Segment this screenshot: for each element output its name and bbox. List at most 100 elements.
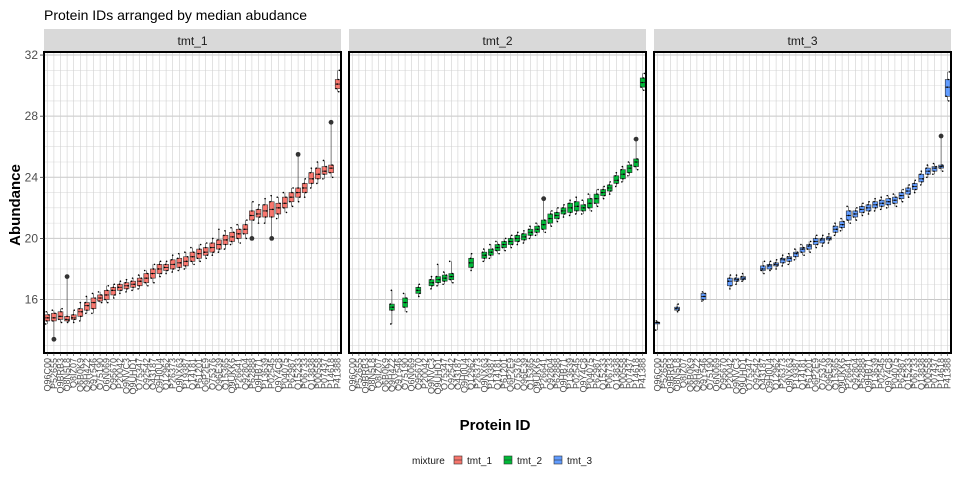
data-point xyxy=(230,226,232,229)
data-point xyxy=(430,275,433,278)
x-tick-label: Q9UHD1 xyxy=(433,358,443,395)
data-point xyxy=(781,265,783,267)
data-point xyxy=(541,228,544,231)
x-tick-label: P13639 xyxy=(870,358,880,389)
data-point xyxy=(862,211,865,214)
data-point xyxy=(170,258,173,261)
data-point xyxy=(303,182,305,185)
x-tick-label: P19387 xyxy=(181,358,191,389)
box-P06733 xyxy=(301,178,308,198)
data-point xyxy=(781,254,784,257)
box-Q8N5L8 xyxy=(64,274,70,324)
data-point xyxy=(503,240,506,243)
data-point xyxy=(550,225,553,227)
data-point xyxy=(833,225,835,227)
data-point xyxy=(237,233,240,235)
data-point xyxy=(309,171,312,174)
box-Q92542 xyxy=(143,269,150,287)
data-point xyxy=(171,254,174,257)
box-P06733 xyxy=(606,181,613,195)
box-Q15365 xyxy=(832,222,839,237)
data-point xyxy=(165,260,168,263)
data-point xyxy=(762,265,765,267)
data-point xyxy=(94,297,96,299)
x-tick-label: Q14181 xyxy=(798,358,808,390)
data-point xyxy=(902,188,904,191)
x-tick-label: O75376 xyxy=(207,358,217,390)
data-point xyxy=(336,83,338,85)
data-point xyxy=(603,185,605,188)
data-point xyxy=(794,248,796,250)
box-P26373 xyxy=(779,254,786,267)
x-tick-label: P00558 xyxy=(313,358,323,389)
data-point xyxy=(442,271,445,273)
box-O75190 xyxy=(402,292,408,313)
x-tick-label: Q92542 xyxy=(446,358,456,390)
data-point xyxy=(814,237,817,240)
data-point xyxy=(285,211,288,214)
data-point xyxy=(404,301,406,304)
data-point xyxy=(140,277,143,279)
data-point xyxy=(183,268,186,270)
data-point xyxy=(282,191,285,194)
data-point xyxy=(774,262,777,264)
data-point xyxy=(430,288,432,290)
data-point xyxy=(941,170,944,172)
data-point xyxy=(257,222,260,224)
data-point xyxy=(848,210,851,212)
data-point xyxy=(515,234,518,237)
data-point xyxy=(701,300,703,302)
x-tick-label: P04075 xyxy=(890,358,900,389)
x-tick-label: Q96C00 xyxy=(347,358,357,392)
data-point xyxy=(276,196,279,198)
data-point xyxy=(163,266,166,269)
x-tick-label: P13639 xyxy=(260,358,270,389)
data-point xyxy=(622,178,624,180)
data-point xyxy=(403,306,405,308)
data-point xyxy=(317,178,319,180)
data-point xyxy=(743,277,745,279)
strip-background xyxy=(349,29,646,52)
data-point xyxy=(839,229,842,232)
x-tick-label: Q9H4Z2 xyxy=(387,358,397,392)
data-point xyxy=(67,320,70,322)
x-tick-label: P02545 xyxy=(877,358,887,389)
data-point xyxy=(907,196,910,198)
outlier-point xyxy=(51,336,57,342)
box-Q13838 xyxy=(918,170,925,186)
data-point xyxy=(835,228,838,231)
data-point xyxy=(285,196,287,198)
data-point xyxy=(48,314,50,316)
data-point xyxy=(269,200,271,203)
data-point xyxy=(275,217,278,220)
data-point xyxy=(516,243,519,246)
x-tick-label: Q9UHD1 xyxy=(128,358,138,395)
data-point xyxy=(416,289,419,292)
data-point xyxy=(556,220,559,223)
data-point xyxy=(489,254,492,257)
box-body xyxy=(136,277,143,287)
box-P13639 xyxy=(872,197,878,212)
data-point xyxy=(880,196,882,198)
data-point xyxy=(113,283,116,286)
data-point xyxy=(597,188,599,191)
data-point xyxy=(820,237,823,240)
data-point xyxy=(127,284,129,287)
grid xyxy=(349,52,646,353)
data-point xyxy=(186,255,189,258)
box-P00558 xyxy=(315,161,321,185)
x-tick-label: O75190 xyxy=(400,358,410,390)
data-point xyxy=(786,255,789,258)
data-point xyxy=(642,89,645,91)
x-tick-label: P06733 xyxy=(605,358,615,389)
data-point xyxy=(488,257,491,260)
box-Q92804 xyxy=(852,207,859,221)
legend-entry-tmt_3: tmt_3 xyxy=(553,455,592,467)
data-point xyxy=(279,202,281,205)
data-point xyxy=(316,161,319,163)
box-P00558 xyxy=(925,164,931,179)
data-point xyxy=(481,251,484,253)
data-point xyxy=(901,200,904,203)
data-point xyxy=(727,280,730,282)
data-point xyxy=(729,288,731,290)
